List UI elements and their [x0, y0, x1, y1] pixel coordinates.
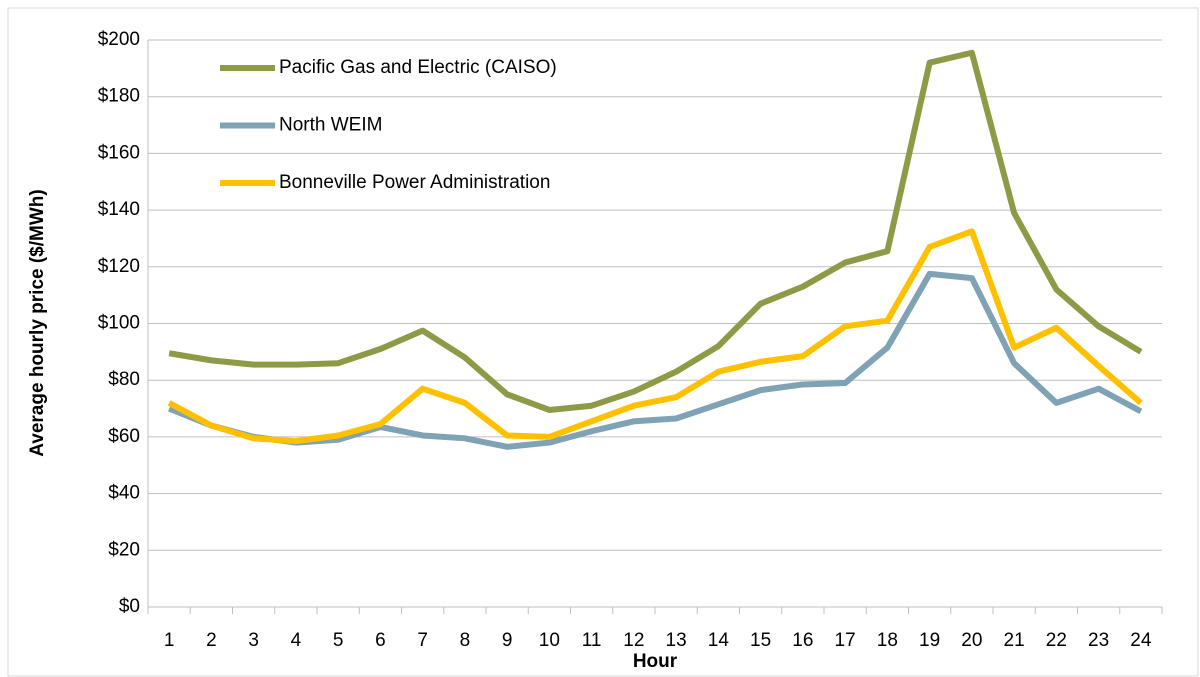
x-tick-label: 23 [1088, 630, 1109, 651]
x-tick-label: 15 [750, 630, 771, 651]
x-tick-label: 3 [248, 630, 259, 651]
y-tick-label: $60 [108, 426, 140, 447]
x-axis-label: Hour [633, 651, 678, 672]
x-tick-label: 1 [164, 630, 175, 651]
y-tick-label: $0 [119, 596, 140, 617]
y-axis-label: Average hourly price ($/MWh) [27, 189, 48, 456]
x-tick-label: 16 [792, 630, 813, 651]
x-tick-label: 12 [623, 630, 644, 651]
x-tick-label: 22 [1046, 630, 1067, 651]
x-tick-label: 18 [877, 630, 898, 651]
x-tick-label: 19 [919, 630, 940, 651]
x-tick-label: 11 [582, 630, 602, 651]
x-tick-label: 8 [460, 630, 471, 651]
y-tick-label: $20 [108, 539, 140, 560]
x-tick-label: 5 [333, 630, 344, 651]
y-tick-label: $180 [98, 86, 140, 107]
x-tick-label: 4 [291, 630, 302, 651]
x-tick-label: 20 [961, 630, 982, 651]
x-tick-label: 24 [1130, 630, 1152, 651]
x-tick-label: 9 [502, 630, 513, 651]
x-tick-label: 7 [417, 630, 428, 651]
x-tick-label: 17 [835, 630, 856, 651]
y-tick-label: $100 [98, 313, 140, 334]
series-line [167, 228, 1143, 445]
chart-frame [7, 7, 1199, 677]
legend-label: Bonneville Power Administration [279, 172, 550, 193]
y-tick-label: $40 [108, 483, 140, 504]
y-tick-label: $120 [98, 256, 140, 277]
x-tick-label: 21 [1004, 630, 1025, 651]
legend-label: Pacific Gas and Electric (CAISO) [279, 57, 557, 78]
x-tick-label: 13 [666, 630, 687, 651]
x-tick-label: 2 [206, 630, 217, 651]
series-line [168, 49, 1143, 413]
y-tick-label: $160 [98, 142, 140, 163]
series-line [168, 270, 1143, 450]
x-tick-label: 6 [375, 630, 386, 651]
legend-label: North WEIM [279, 115, 382, 136]
y-tick-label: $140 [98, 199, 140, 220]
y-tick-label: $80 [108, 369, 140, 390]
x-tick-label: 10 [539, 630, 560, 651]
y-tick-label: $200 [98, 29, 140, 50]
x-tick-label: 14 [708, 630, 730, 651]
